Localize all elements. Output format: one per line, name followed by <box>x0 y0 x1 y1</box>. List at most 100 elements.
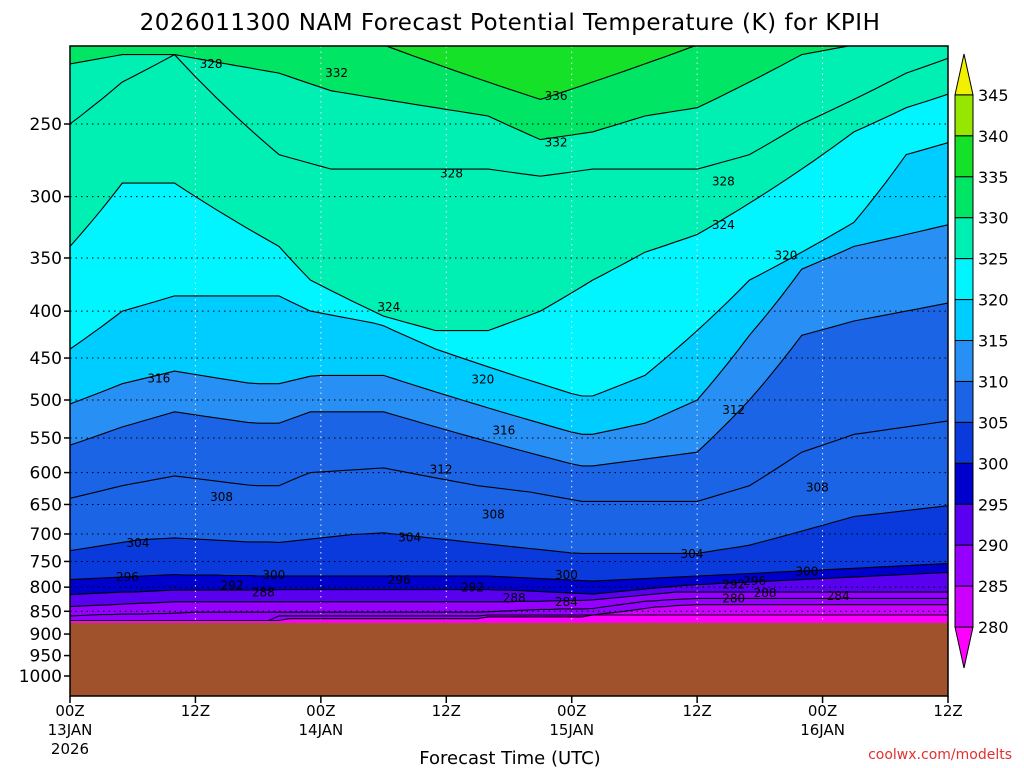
contour-label: 312 <box>430 462 453 476</box>
isentrope-284 <box>70 604 948 622</box>
chart-title: 2026011300 NAM Forecast Potential Temper… <box>140 10 881 36</box>
colorbar-label: 320 <box>978 291 1009 310</box>
colorbar-label: 345 <box>978 86 1009 105</box>
colorbar-swatch <box>954 176 974 219</box>
colorbar-swatch <box>954 380 974 423</box>
contour-label: 288 <box>503 591 526 605</box>
contour-label: 328 <box>440 166 463 180</box>
colorbar-label: 300 <box>978 454 1009 473</box>
isentrope-contours <box>70 46 948 622</box>
colorbar-swatch <box>954 421 974 464</box>
contour-label: 328 <box>200 57 223 71</box>
contour-label: 300 <box>262 568 285 582</box>
contour-label: 312 <box>722 403 745 417</box>
colorbar-label: 315 <box>978 332 1009 351</box>
colorbar-label: 340 <box>978 127 1009 146</box>
y-tick-label: 1000 <box>19 667 62 687</box>
contour-label: 320 <box>471 373 494 387</box>
y-tick-label: 450 <box>30 349 62 369</box>
isentrope-292 <box>70 591 948 608</box>
theta-fill-layer <box>70 46 948 696</box>
x-tick-date: 16JAN <box>800 721 845 739</box>
contour-label: 328 <box>712 175 735 189</box>
contour-label: 300 <box>795 564 818 578</box>
y-tick-label: 400 <box>30 302 62 322</box>
contour-label: 308 <box>482 508 505 522</box>
x-tick-label: 12Z <box>933 702 962 720</box>
colorbar-label: 330 <box>978 209 1009 228</box>
colorbar-swatch <box>954 94 974 137</box>
contour-label: 292 <box>722 578 745 592</box>
contour-label: 288 <box>252 586 275 600</box>
plot-frame <box>69 45 949 697</box>
y-tick-label: 300 <box>30 188 62 208</box>
contour-label: 304 <box>680 547 703 561</box>
y-tick-label: 250 <box>30 115 62 135</box>
contour-label: 300 <box>555 568 578 582</box>
terrain-below-surface <box>70 622 948 696</box>
colorbar-swatch <box>954 340 974 382</box>
isentrope-288 <box>70 597 948 617</box>
colorbar-label: 325 <box>978 250 1009 269</box>
colorbar-label: 280 <box>978 618 1009 637</box>
isentrope-324 <box>70 93 948 332</box>
colorbar-swatch <box>954 544 974 587</box>
y-tick-label: 600 <box>30 464 62 484</box>
colorbar: 280 285 290 295 300 305 310 315 320 325 330 335 340 3… <box>954 53 1009 669</box>
isentrope-304 <box>70 505 948 554</box>
contour-label: 308 <box>210 490 233 504</box>
contour-label: 296 <box>388 573 411 587</box>
contour-label: 308 <box>806 481 829 495</box>
contour-label: 304 <box>398 530 421 544</box>
colorbar-arrow-bottom <box>954 626 974 669</box>
x-tick-label: 00Z <box>306 702 335 720</box>
y-tick-label: 500 <box>30 391 62 411</box>
colorbar-swatch <box>954 503 974 546</box>
colorbar-swatch <box>954 258 974 301</box>
x-tick-label: 12Z <box>432 702 461 720</box>
contour-label: 292 <box>221 579 244 593</box>
contour-label: 324 <box>377 300 400 314</box>
contour-label: 280 <box>722 591 745 605</box>
isentrope-312 <box>70 302 948 467</box>
isentrope-332 <box>70 46 852 141</box>
colorbar-label: 305 <box>978 413 1009 432</box>
contour-label: 320 <box>775 249 798 263</box>
y-tick-label: 350 <box>30 249 62 269</box>
isentrope-328 <box>70 53 948 177</box>
y-tick-label: 750 <box>30 552 62 572</box>
colorbar-label: 310 <box>978 372 1009 391</box>
x-tick-date: 13JAN <box>48 721 93 739</box>
y-tick-label: 800 <box>30 578 62 598</box>
theta-band-above-336 <box>70 46 948 100</box>
y-tick-label: 650 <box>30 495 62 515</box>
x-tick-date: 14JAN <box>298 721 343 739</box>
x-tick-label: 12Z <box>181 702 210 720</box>
contour-label: 336 <box>545 89 568 103</box>
colorbar-swatch <box>954 299 974 342</box>
isentrope-300 <box>70 563 948 582</box>
contour-label: 332 <box>325 66 348 80</box>
colorbar-swatch <box>954 585 974 628</box>
contour-label: 324 <box>712 218 735 232</box>
x-tick-year: 2026 <box>51 740 89 758</box>
credit-text: coolwx.com/modelts <box>868 747 1012 763</box>
y-tick-label: 700 <box>30 525 62 545</box>
x-tick-label: 12Z <box>682 702 711 720</box>
contour-label: 296 <box>116 570 139 584</box>
x-tick-label: 00Z <box>55 702 84 720</box>
contour-label: 316 <box>492 424 515 438</box>
contour-label: 284 <box>827 589 850 603</box>
contour-label: 284 <box>555 595 578 609</box>
contour-label: 316 <box>147 372 170 386</box>
x-tick-date: 15JAN <box>549 721 594 739</box>
isentrope-316 <box>70 224 948 435</box>
x-axis-label: Forecast Time (UTC) <box>419 748 600 768</box>
contour-label: 288 <box>754 586 777 600</box>
contour-label: 304 <box>126 536 149 550</box>
colorbar-label: 290 <box>978 536 1009 555</box>
y-tick-label: 950 <box>30 647 62 667</box>
y-tick-label: 550 <box>30 429 62 449</box>
